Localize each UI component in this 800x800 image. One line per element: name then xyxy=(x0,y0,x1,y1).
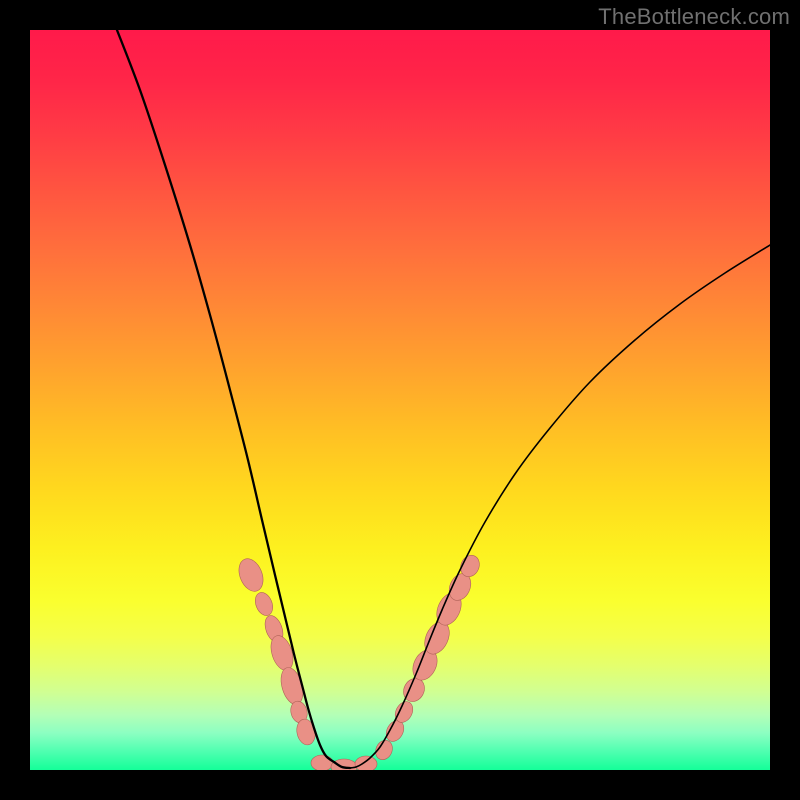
bead xyxy=(355,756,377,770)
bead xyxy=(311,755,333,770)
chart-overlay xyxy=(30,30,770,770)
watermark-text: TheBottleneck.com xyxy=(598,4,790,30)
data-beads xyxy=(234,552,482,770)
plot-frame xyxy=(30,30,770,770)
bead xyxy=(252,590,276,618)
curve-left xyxy=(115,30,350,768)
bead xyxy=(234,555,267,595)
